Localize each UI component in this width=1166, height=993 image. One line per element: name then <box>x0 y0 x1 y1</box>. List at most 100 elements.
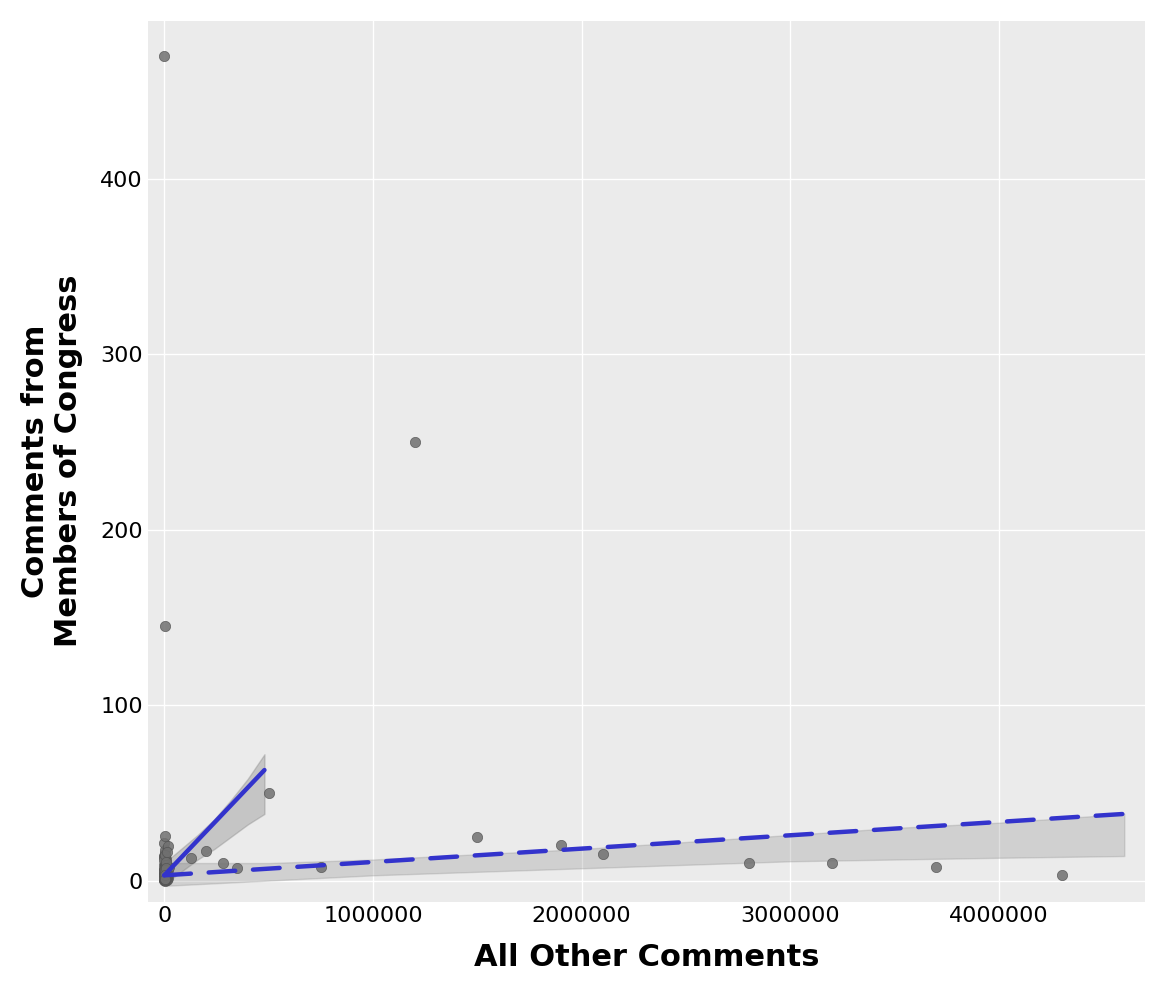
Point <box>155 865 174 881</box>
Point <box>156 872 175 888</box>
Point <box>156 869 175 885</box>
Point <box>311 859 330 875</box>
Point <box>739 855 758 871</box>
Point <box>156 872 175 888</box>
Point <box>155 869 174 885</box>
Point <box>155 849 174 865</box>
Point <box>157 866 176 882</box>
Point <box>155 872 174 888</box>
Point <box>156 860 175 876</box>
Point <box>156 851 175 867</box>
Point <box>155 845 174 861</box>
Point <box>159 860 177 876</box>
Point <box>155 871 174 887</box>
Point <box>156 868 175 884</box>
Point <box>156 869 175 885</box>
Point <box>156 858 175 874</box>
Point <box>155 870 174 886</box>
Point <box>155 855 174 871</box>
Point <box>160 859 178 875</box>
Y-axis label: Comments from
Members of Congress: Comments from Members of Congress <box>21 275 84 647</box>
Point <box>259 784 278 800</box>
Point <box>155 835 174 851</box>
Point <box>155 865 174 881</box>
Point <box>157 844 176 860</box>
Point <box>155 865 174 881</box>
Point <box>155 871 174 887</box>
Point <box>182 850 201 866</box>
Point <box>229 860 247 876</box>
Point <box>155 842 174 858</box>
Point <box>156 873 175 889</box>
Point <box>155 828 174 844</box>
Point <box>156 868 175 884</box>
Point <box>155 856 174 872</box>
Point <box>213 855 232 871</box>
Point <box>927 859 946 875</box>
Point <box>159 862 177 878</box>
Point <box>155 863 174 879</box>
Point <box>593 846 612 862</box>
Point <box>155 870 174 886</box>
Point <box>155 857 174 873</box>
Point <box>156 873 175 889</box>
Point <box>155 863 174 879</box>
Point <box>552 837 570 853</box>
Point <box>157 868 176 884</box>
Point <box>823 855 842 871</box>
Point <box>156 869 175 885</box>
Point <box>156 864 175 880</box>
Point <box>155 872 174 888</box>
Point <box>156 873 175 889</box>
Point <box>155 865 174 881</box>
Point <box>1053 867 1072 883</box>
Point <box>155 871 174 887</box>
Point <box>156 854 175 870</box>
Point <box>155 871 174 887</box>
Point <box>156 860 175 876</box>
Point <box>155 869 174 885</box>
Point <box>159 838 177 854</box>
Point <box>155 866 174 882</box>
Point <box>156 870 175 886</box>
Point <box>155 862 174 878</box>
Point <box>155 862 174 878</box>
Point <box>157 869 176 885</box>
Point <box>155 870 174 886</box>
Point <box>155 870 174 886</box>
Point <box>156 858 175 874</box>
Point <box>155 862 174 878</box>
Point <box>156 870 175 886</box>
Point <box>155 865 174 881</box>
Point <box>155 848 174 864</box>
Point <box>155 867 174 883</box>
Point <box>157 872 176 888</box>
Point <box>159 872 177 888</box>
Point <box>155 48 174 64</box>
Point <box>159 870 177 886</box>
Point <box>468 829 486 845</box>
Point <box>155 872 174 888</box>
Point <box>155 862 174 878</box>
Point <box>406 434 424 450</box>
Point <box>155 866 174 882</box>
Point <box>156 858 175 874</box>
Point <box>156 868 175 884</box>
Point <box>156 849 175 865</box>
Point <box>155 847 174 863</box>
Point <box>156 870 175 886</box>
Point <box>156 865 175 881</box>
X-axis label: All Other Comments: All Other Comments <box>473 943 820 972</box>
Point <box>156 871 175 887</box>
Point <box>155 865 174 881</box>
Point <box>155 870 174 886</box>
Point <box>157 867 176 883</box>
Point <box>156 855 175 871</box>
Point <box>156 871 175 887</box>
Point <box>156 867 175 883</box>
Point <box>155 619 174 635</box>
Point <box>155 852 174 868</box>
Point <box>157 861 176 877</box>
Point <box>155 867 174 883</box>
Point <box>155 855 174 871</box>
